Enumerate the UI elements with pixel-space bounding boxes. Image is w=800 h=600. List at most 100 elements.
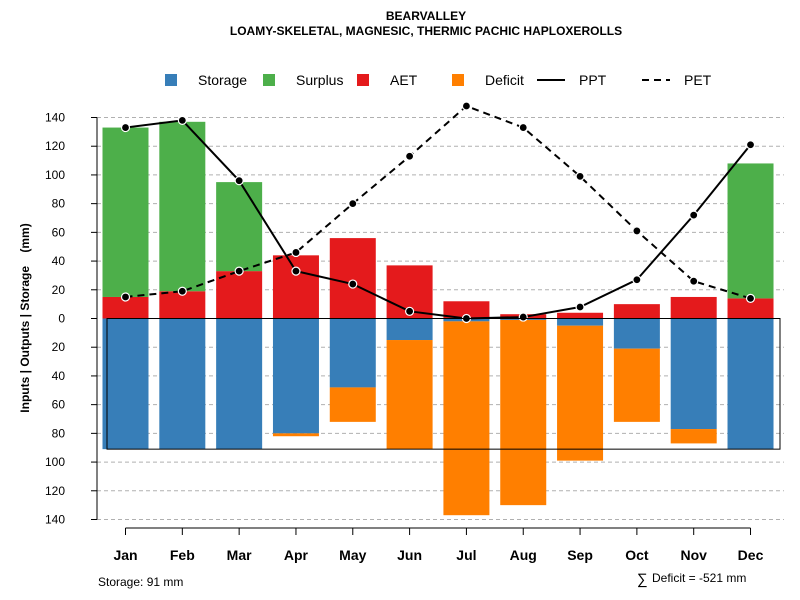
bar-deficit-aug	[500, 319, 547, 506]
bar-deficit-sep	[557, 325, 604, 461]
point-pet-feb	[177, 286, 187, 296]
point-pet-nov	[689, 276, 699, 286]
bar-surplus-feb	[159, 121, 206, 292]
point-ppt-apr	[291, 266, 301, 276]
x-tick-label-may: May	[339, 547, 366, 563]
bar-storage-jun	[386, 318, 433, 341]
point-pet-oct	[632, 226, 642, 236]
point-ppt-oct	[632, 275, 642, 285]
legend-label-ppt: PPT	[579, 72, 607, 88]
x-tick-label-dec: Dec	[738, 547, 764, 563]
point-ppt-may	[348, 279, 358, 289]
legend-label-deficit: Deficit	[485, 72, 524, 88]
bar-storage-dec	[727, 318, 774, 450]
y-tick-label: 20	[52, 283, 66, 297]
bar-aet-apr	[272, 255, 319, 319]
legend-label-pet: PET	[684, 72, 712, 88]
point-pet-apr	[291, 247, 301, 258]
bar-storage-apr	[272, 318, 319, 434]
legend-swatch-surplus	[263, 74, 275, 86]
y-axis-title: Inputs | Outputs | Storage (mm)	[18, 223, 32, 412]
y-tick-label: 60	[52, 225, 66, 239]
chart-subtitle: LOAMY-SKELETAL, MAGNESIC, THERMIC PACHIC…	[230, 24, 622, 38]
bar-deficit-oct	[613, 348, 660, 422]
x-tick-label-feb: Feb	[170, 547, 195, 563]
bar-surplus-dec	[727, 163, 774, 299]
x-tick-label-nov: Nov	[680, 547, 707, 563]
bar-storage-jan	[102, 318, 149, 450]
y-tick-label: 120	[45, 484, 65, 498]
deficit-sum-icon: ∑	[637, 571, 648, 588]
y-tick-label: 60	[52, 398, 66, 412]
bars	[102, 121, 781, 516]
line-ppt	[125, 119, 752, 320]
point-ppt-mar	[234, 176, 244, 186]
x-tick-label-jun: Jun	[397, 547, 422, 563]
y-tick-label: 140	[45, 111, 65, 125]
bar-deficit-may	[329, 387, 376, 422]
line-pet	[125, 104, 751, 300]
point-pet-jan	[120, 292, 131, 302]
point-ppt-feb	[177, 115, 187, 125]
point-pet-jul	[461, 101, 472, 111]
y-tick-label: 140	[45, 512, 65, 526]
bar-storage-nov	[670, 318, 717, 430]
point-ppt-jun	[405, 306, 415, 316]
point-ppt-nov	[689, 210, 699, 220]
bar-deficit-apr	[272, 433, 319, 437]
y-tick-label: 100	[45, 168, 65, 182]
bar-surplus-jan	[102, 127, 149, 297]
bar-storage-may	[329, 318, 376, 388]
bar-deficit-nov	[670, 429, 717, 444]
bar-deficit-jul	[443, 321, 490, 516]
bar-aet-nov	[670, 296, 717, 319]
y-tick-label: 0	[58, 312, 65, 326]
bar-storage-feb	[159, 318, 206, 450]
x-tick-label-apr: Apr	[284, 547, 309, 563]
x-tick-label-mar: Mar	[227, 547, 252, 563]
grid-lines	[97, 117, 784, 520]
legend: Storage Surplus AET Deficit PPT PET	[165, 72, 712, 88]
point-ppt-dec	[745, 140, 756, 150]
bar-surplus-mar	[216, 182, 263, 272]
bar-aet-sep	[557, 312, 604, 319]
point-pet-dec	[745, 293, 756, 304]
point-pet-sep	[575, 171, 585, 181]
bar-aet-jan	[102, 296, 149, 319]
y-tick-label: 40	[52, 369, 66, 383]
legend-swatch-aet	[357, 74, 369, 86]
bar-storage-sep	[557, 318, 604, 326]
legend-label-aet: AET	[390, 72, 418, 88]
y-tick-label: 120	[45, 139, 65, 153]
legend-swatch-storage	[165, 74, 177, 86]
y-tick-label: 80	[52, 426, 66, 440]
series-lines	[120, 101, 756, 324]
bar-storage-oct	[613, 318, 660, 349]
point-pet-jun	[405, 151, 415, 161]
y-tick-label: 20	[52, 340, 66, 354]
bar-aet-mar	[216, 271, 263, 319]
y-tick-label: 40	[52, 254, 66, 268]
y-tick-label: 100	[45, 455, 65, 469]
point-pet-mar	[234, 266, 244, 276]
bar-storage-mar	[216, 318, 263, 450]
bar-deficit-jun	[386, 340, 433, 450]
x-tick-label-aug: Aug	[510, 547, 537, 563]
x-tick-label-sep: Sep	[567, 547, 593, 563]
bar-aet-jul	[443, 301, 490, 319]
storage-note: Storage: 91 mm	[98, 575, 183, 589]
point-pet-may	[348, 199, 358, 209]
bar-aet-dec	[727, 298, 774, 319]
point-ppt-sep	[575, 302, 585, 312]
point-ppt-jan	[120, 122, 131, 133]
legend-label-storage: Storage	[198, 72, 247, 88]
point-ppt-aug	[518, 312, 528, 322]
legend-label-surplus: Surplus	[296, 72, 343, 88]
deficit-note: Deficit = -521 mm	[652, 571, 746, 585]
point-pet-aug	[518, 122, 528, 133]
y-tick-label: 80	[52, 197, 66, 211]
legend-swatch-deficit	[452, 74, 464, 86]
chart-title: BEARVALLEY	[386, 9, 466, 23]
bar-aet-oct	[613, 304, 660, 319]
